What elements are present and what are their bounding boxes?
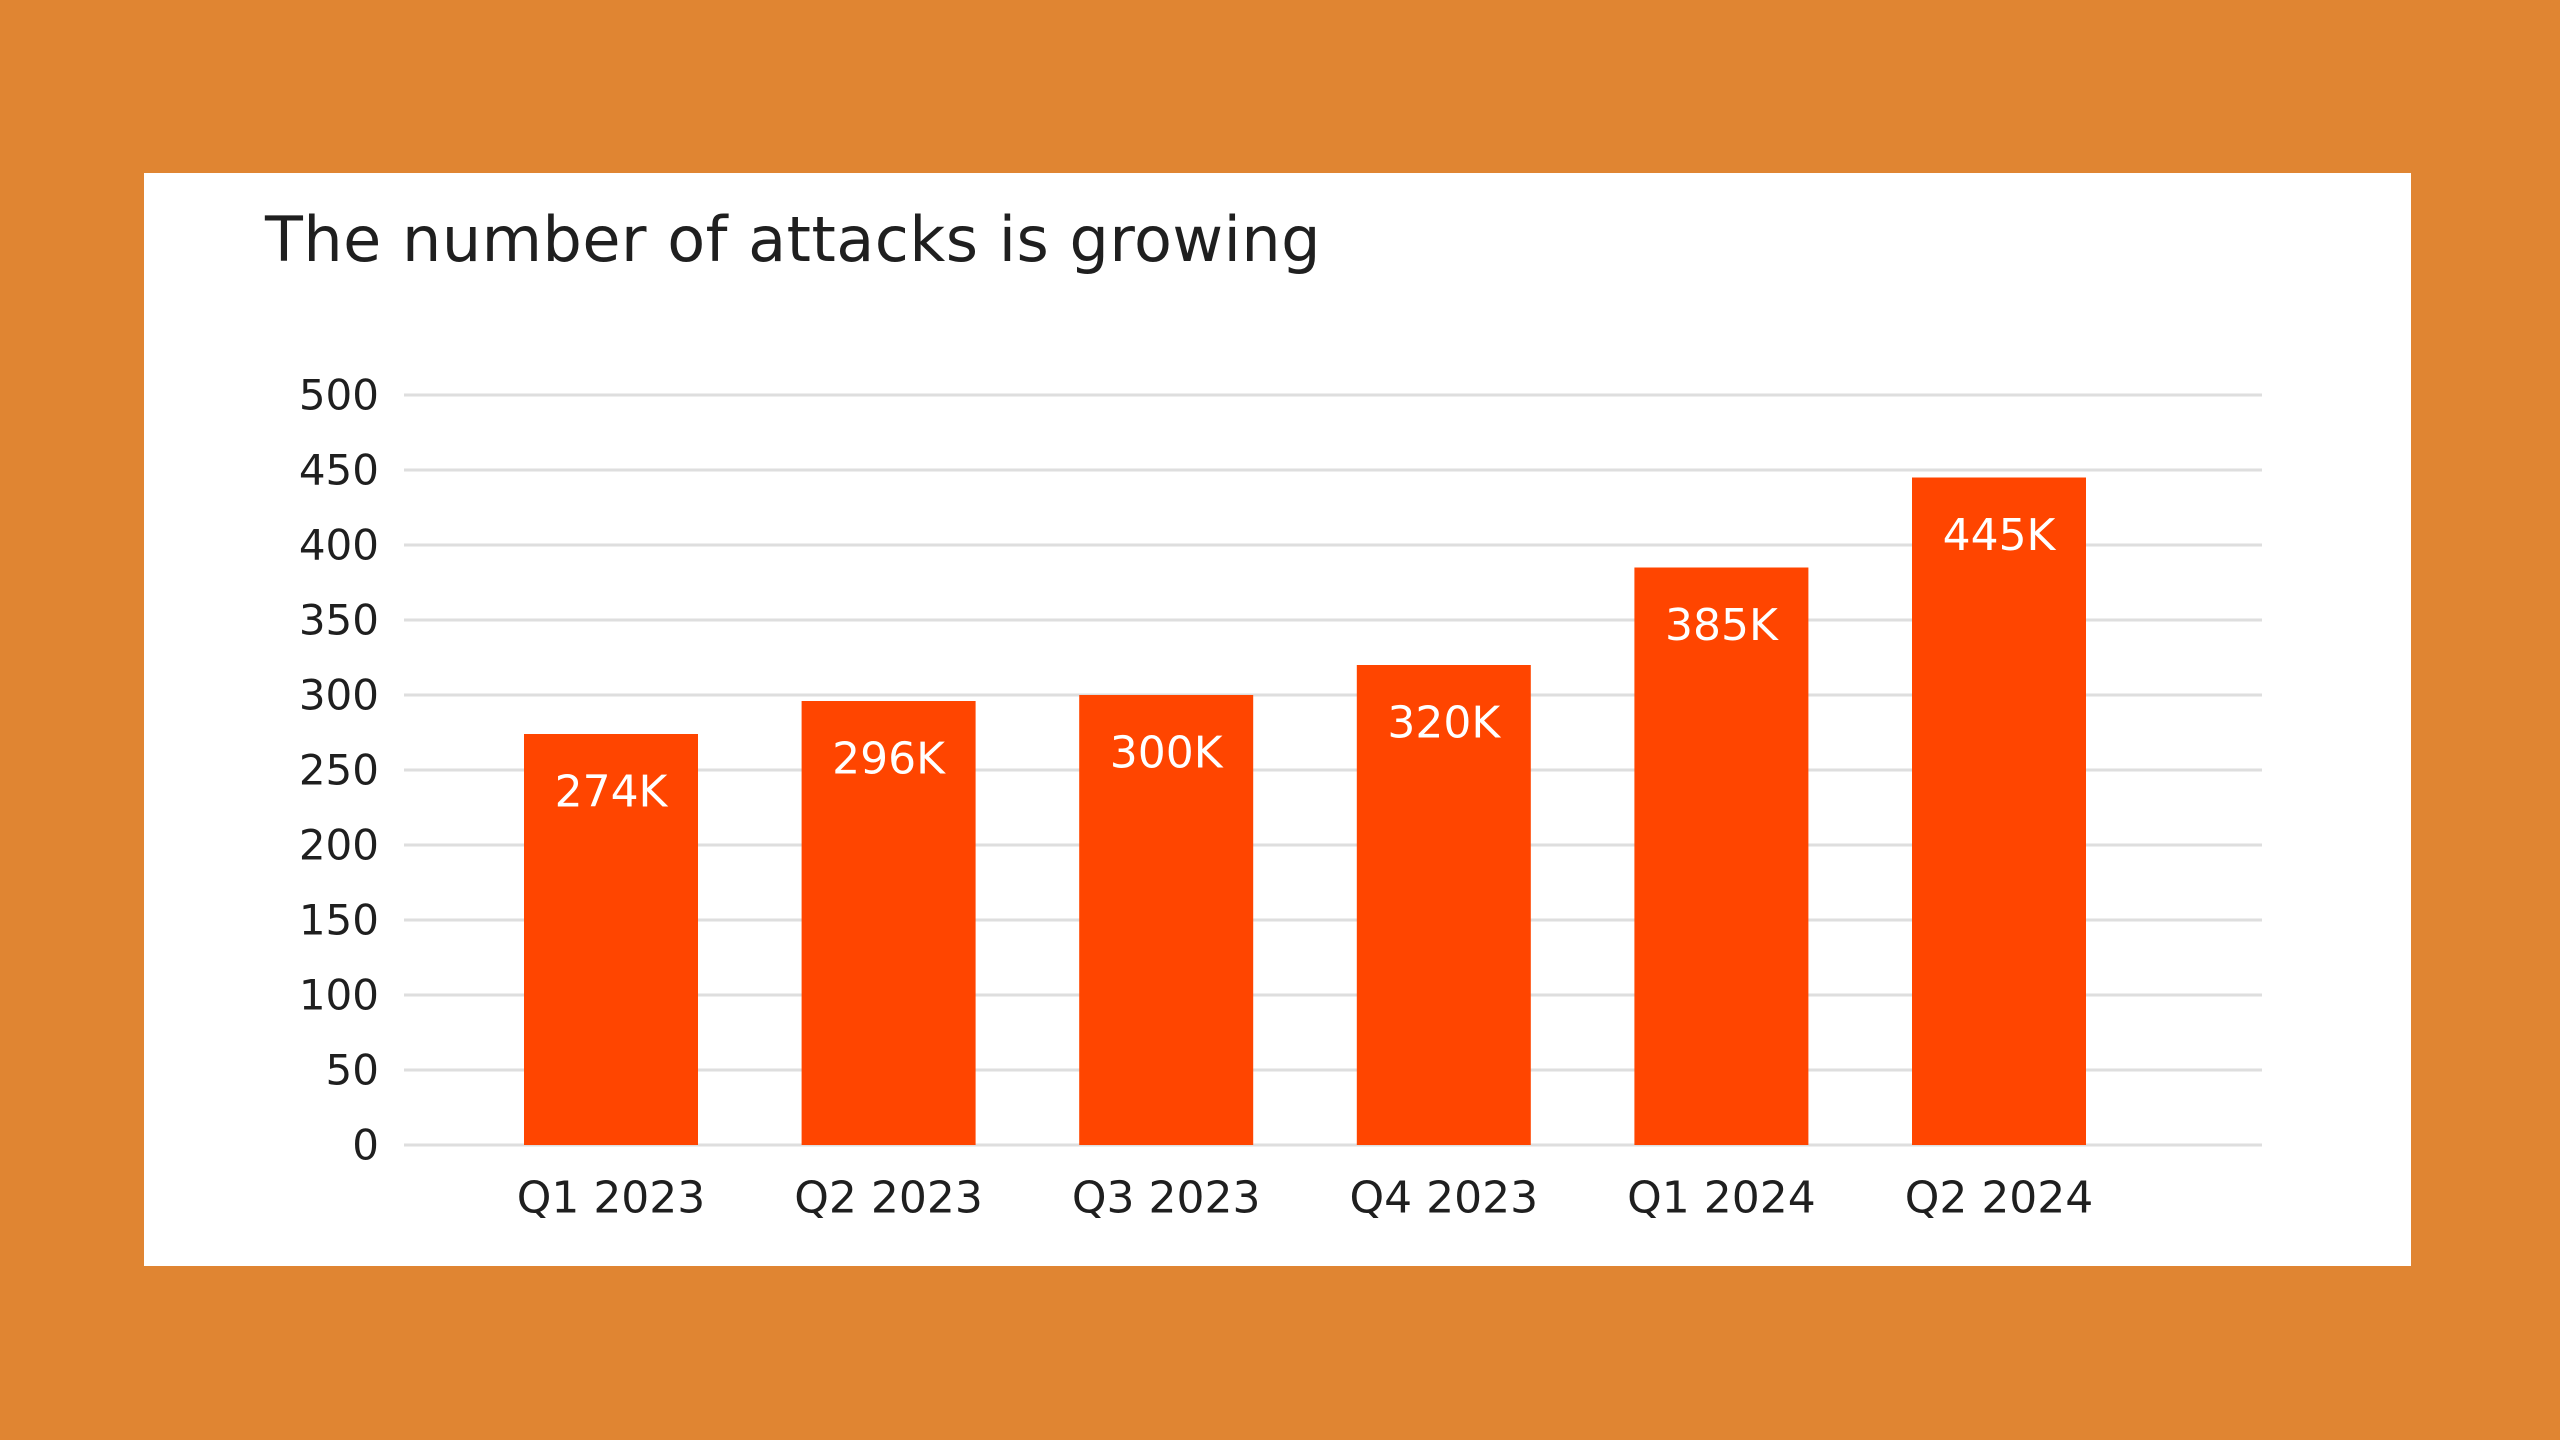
bar (1079, 695, 1254, 1145)
y-tick-label: 50 (326, 1046, 379, 1095)
bar (1912, 477, 2086, 1145)
y-tick-label: 100 (299, 971, 379, 1020)
bar-chart: 0 50 100 150 200 250 300 350 400 450 500 274K 296K 3… (299, 371, 2262, 1224)
x-tick-label: Q1 2023 (517, 1173, 706, 1224)
bar (801, 701, 976, 1145)
bar-data-label: 385K (1665, 600, 1779, 651)
x-tick-label: Q2 2024 (1905, 1173, 2094, 1224)
bar (1356, 665, 1531, 1145)
x-tick-label: Q3 2023 (1072, 1173, 1261, 1224)
bar-data-label: 445K (1943, 510, 2057, 561)
y-axis-ticks: 0 50 100 150 200 250 300 350 400 450 500 (299, 371, 379, 1170)
bar-data-label: 296K (832, 734, 946, 785)
chart-title: The number of attacks is growing (265, 203, 1322, 276)
x-tick-label: Q1 2024 (1627, 1173, 1816, 1224)
y-tick-label: 150 (299, 896, 379, 945)
y-tick-label: 400 (299, 521, 379, 570)
bar-data-label: 300K (1110, 728, 1224, 779)
y-tick-label: 200 (299, 821, 379, 870)
y-tick-label: 250 (299, 746, 379, 795)
y-tick-label: 0 (352, 1121, 379, 1170)
bar-data-label: 320K (1387, 698, 1501, 749)
bar (524, 734, 698, 1145)
y-tick-label: 500 (299, 371, 379, 420)
y-tick-label: 450 (299, 446, 379, 495)
bars (524, 477, 2086, 1145)
bar (1634, 567, 1809, 1145)
bar-data-label: 274K (555, 767, 669, 818)
x-tick-label: Q2 2023 (794, 1173, 983, 1224)
x-axis-ticks: Q1 2023 Q2 2023 Q3 2023 Q4 2023 Q1 2024 Q2 20… (517, 1173, 2094, 1224)
chart-card: The number of attacks is growing 0 50 100 1… (144, 173, 2411, 1266)
y-tick-label: 350 (299, 596, 379, 645)
x-tick-label: Q4 2023 (1350, 1173, 1539, 1224)
gridlines (404, 393, 2262, 1147)
y-tick-label: 300 (299, 671, 379, 720)
data-labels: 274K 296K 300K 320K 385K 445K (555, 510, 2057, 818)
